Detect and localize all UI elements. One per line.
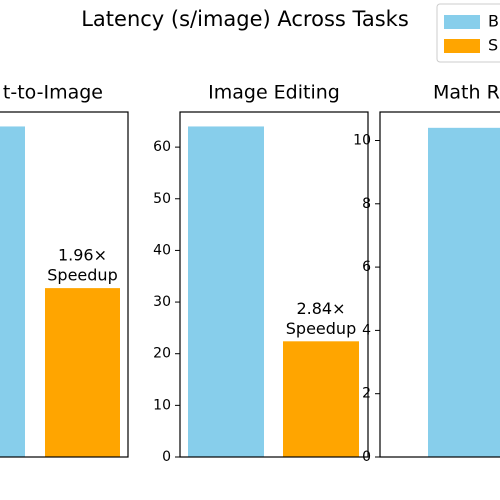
y-tick-label: 0 <box>362 449 371 465</box>
figure-title: Latency (s/image) Across Tasks <box>81 7 409 31</box>
bar <box>188 126 264 458</box>
bar-annotation: 1.96× <box>58 246 107 265</box>
axes-frame <box>179 111 369 458</box>
legend-swatch <box>444 15 480 29</box>
y-tick-label: 60 <box>153 139 171 155</box>
y-tick-label: 40 <box>153 242 171 258</box>
bar <box>283 341 359 457</box>
axes-frame <box>0 111 129 458</box>
legend-label: S <box>488 36 498 55</box>
subplot-title: Image Editing <box>208 82 340 104</box>
y-tick-label: 20 <box>153 346 171 362</box>
y-tick-label: 50 <box>153 191 171 207</box>
bar-annotation: 2.84× <box>296 299 345 318</box>
y-tick-label: 30 <box>153 294 171 310</box>
bar-annotation: Speedup <box>286 319 356 338</box>
y-tick-label: 2 <box>362 386 371 402</box>
y-tick-label: 10 <box>153 397 171 413</box>
axes-frame <box>379 111 500 458</box>
bar <box>45 288 120 457</box>
y-tick-label: 6 <box>362 259 371 275</box>
y-tick-label: 8 <box>362 196 371 212</box>
y-tick-label: 4 <box>362 322 371 338</box>
legend-swatch <box>444 39 480 53</box>
subplot-title: t-to-Image <box>3 82 103 104</box>
legend-label: B <box>488 12 499 31</box>
y-tick-label: 10 <box>353 132 371 148</box>
bar <box>0 126 25 458</box>
y-tick-label: 0 <box>162 449 171 465</box>
bar-annotation: Speedup <box>47 266 117 285</box>
subplot-title: Math R <box>433 82 500 104</box>
bar <box>428 127 500 458</box>
